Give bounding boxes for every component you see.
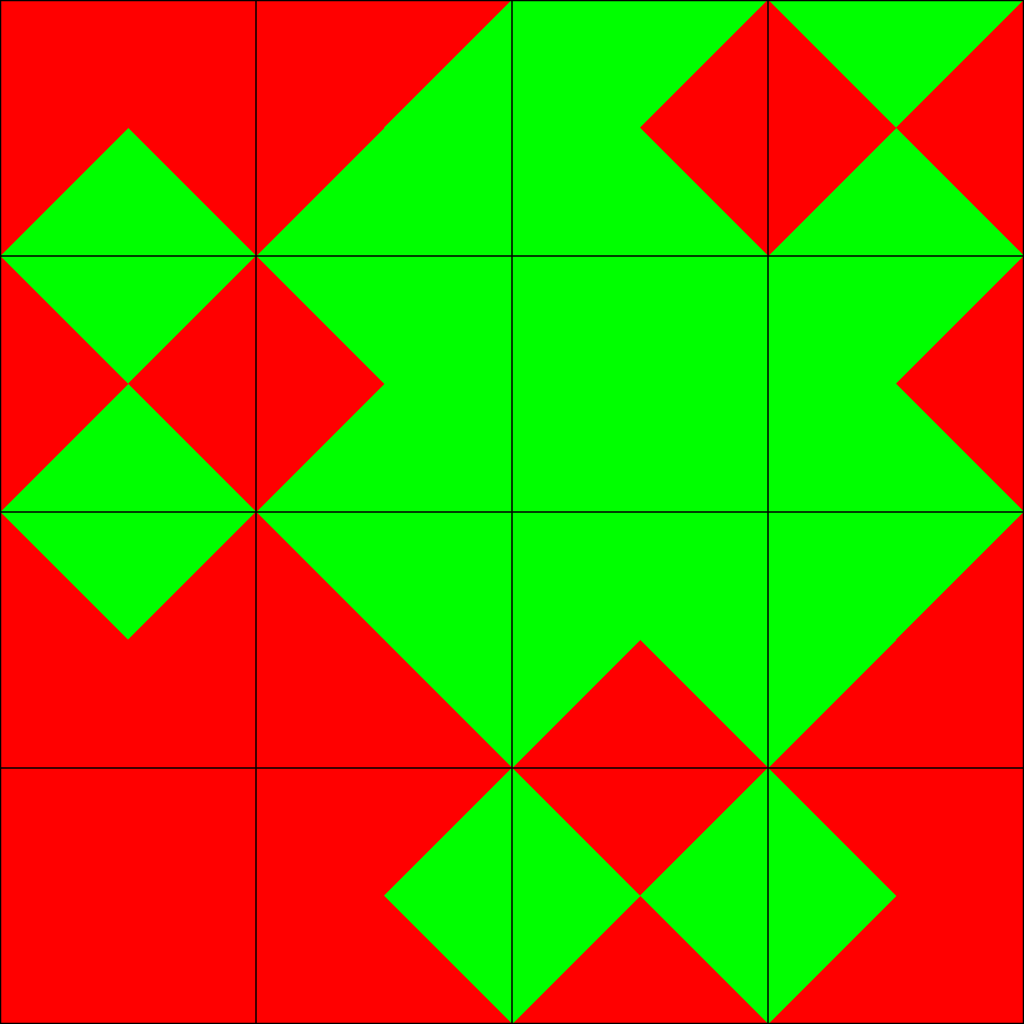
tile-west-triangle bbox=[0, 767, 129, 1024]
tile[interactable] bbox=[255, 511, 513, 769]
tile-west-triangle bbox=[0, 255, 129, 513]
tile[interactable] bbox=[511, 511, 769, 769]
tile-west-triangle bbox=[0, 511, 129, 769]
tile[interactable] bbox=[511, 767, 769, 1024]
tile[interactable] bbox=[767, 511, 1024, 769]
tile[interactable] bbox=[767, 0, 1024, 257]
tile[interactable] bbox=[0, 767, 257, 1024]
tile[interactable] bbox=[255, 0, 513, 257]
tile[interactable] bbox=[0, 0, 257, 257]
tile[interactable] bbox=[767, 255, 1024, 513]
tile[interactable] bbox=[511, 255, 769, 513]
tile[interactable] bbox=[0, 511, 257, 769]
tile[interactable] bbox=[767, 767, 1024, 1024]
tile-west-triangle bbox=[0, 0, 129, 257]
tile[interactable] bbox=[511, 0, 769, 257]
tile[interactable] bbox=[255, 255, 513, 513]
tile[interactable] bbox=[0, 255, 257, 513]
tile[interactable] bbox=[255, 767, 513, 1024]
